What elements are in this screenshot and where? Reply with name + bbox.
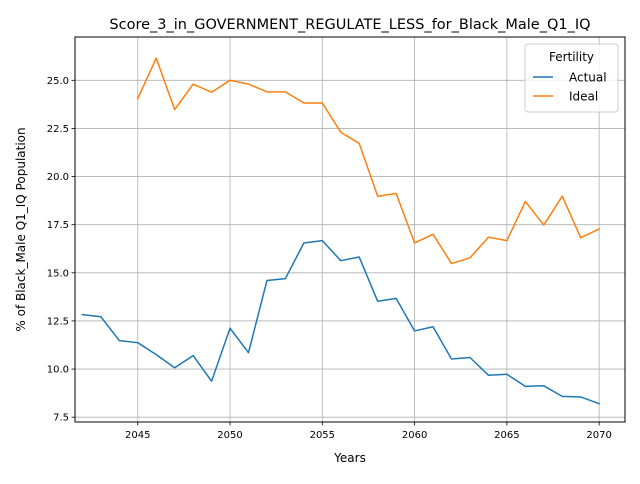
x-axis-label: Years [333, 451, 366, 465]
x-tick-label: 2055 [310, 430, 335, 441]
y-axis-label: % of Black_Male Q1_IQ Population [14, 127, 28, 331]
x-tick-label: 2045 [125, 430, 150, 441]
chart-title: Score_3_in_GOVERNMENT_REGULATE_LESS_for_… [109, 17, 590, 33]
y-tick-label: 7.5 [53, 413, 69, 424]
y-tick-label: 15.0 [47, 268, 69, 279]
x-tick-label: 2070 [586, 430, 611, 441]
legend-label-actual: Actual [569, 71, 607, 85]
legend-title: Fertility [549, 50, 594, 64]
series-lines [81, 57, 601, 405]
legend-box [524, 43, 619, 113]
y-tick-label: 12.5 [47, 316, 69, 327]
y-tick-label: 22.5 [47, 124, 69, 135]
y-tick-label: 25.0 [47, 76, 69, 87]
x-axis-ticks: 2045 2050 2055 2060 2065 2070 [125, 422, 612, 441]
plot-area-frame [74, 36, 626, 423]
series-line-ideal [136, 57, 601, 265]
series-line-actual [81, 239, 601, 405]
x-tick-label: 2065 [494, 430, 519, 441]
x-tick-label: 2060 [402, 430, 427, 441]
legend: Fertility Actual Ideal [524, 43, 619, 113]
y-tick-label: 10.0 [47, 365, 69, 376]
y-tick-label: 17.5 [47, 220, 69, 231]
x-tick-label: 2050 [217, 430, 242, 441]
y-axis-ticks: 7.5 10.0 12.5 15.0 17.5 20.0 22.5 25.0 [47, 76, 75, 424]
legend-label-ideal: Ideal [569, 90, 598, 104]
y-tick-label: 20.0 [47, 172, 69, 183]
